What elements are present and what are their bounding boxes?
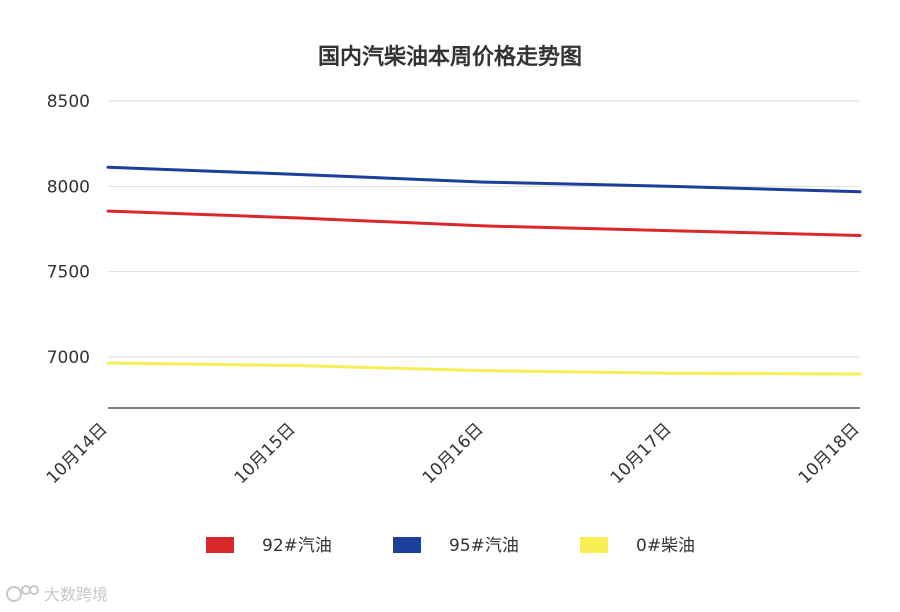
legend-swatch xyxy=(580,537,608,553)
watermark: 大数跨境 xyxy=(6,585,108,604)
legend-label: 95#汽油 xyxy=(449,536,519,556)
x-tick-label: 10月15日 xyxy=(231,419,300,488)
x-tick-label: 10月18日 xyxy=(795,419,864,488)
legend: 92#汽油 95#汽油 0#柴油 xyxy=(206,536,695,556)
series-line-2 xyxy=(106,361,862,376)
watermark-text: 大数跨境 xyxy=(44,585,108,604)
y-tick-label: 7000 xyxy=(47,348,90,368)
series-line-0 xyxy=(106,209,862,237)
x-tick-label: 10月17日 xyxy=(607,419,676,488)
y-tick-label: 7500 xyxy=(47,263,90,283)
legend-swatch xyxy=(393,537,421,553)
y-tick-label: 8500 xyxy=(47,92,90,112)
y-axis-ticks: 7000 7500 8000 8500 xyxy=(47,92,90,368)
grid-lines xyxy=(108,100,860,358)
x-axis-ticks: 10月14日 10月15日 10月16日 10月17日 10月18日 xyxy=(43,419,864,488)
x-tick-label: 10月16日 xyxy=(419,419,488,488)
legend-label: 0#柴油 xyxy=(636,536,695,556)
y-tick-label: 8000 xyxy=(47,177,90,197)
x-tick-label: 10月14日 xyxy=(43,419,112,488)
series-line-1 xyxy=(106,165,862,194)
legend-label: 92#汽油 xyxy=(262,536,332,556)
logo-icon xyxy=(6,585,39,602)
legend-swatch xyxy=(206,537,234,553)
chart-title: 国内汽柴油本周价格走势图 xyxy=(318,44,582,70)
series-lines xyxy=(106,165,862,376)
